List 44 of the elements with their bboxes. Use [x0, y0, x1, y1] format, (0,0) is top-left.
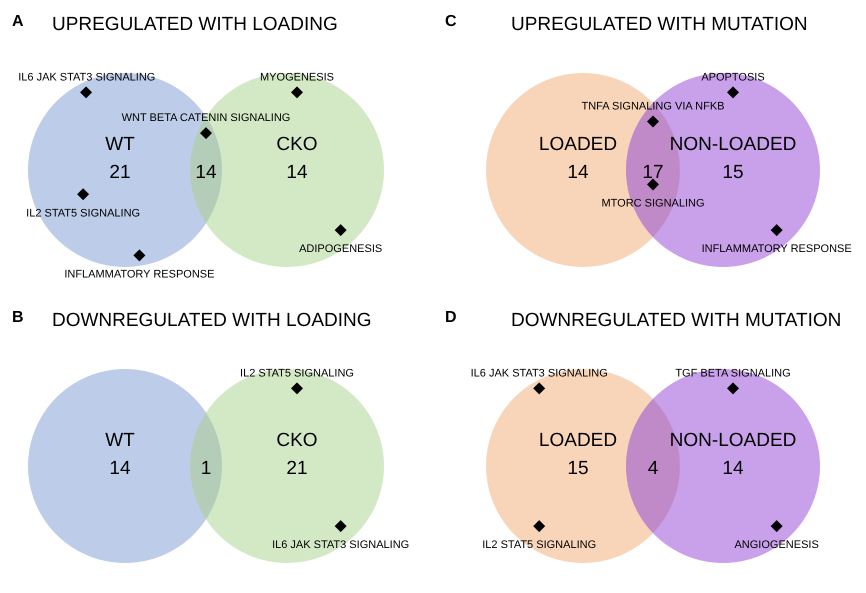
text: IL2 STAT5 SIGNALING — [482, 539, 596, 552]
text: WNT BETA CATENIN SIGNALING — [122, 112, 290, 124]
data-label: 17 — [642, 162, 664, 183]
category-label: LOADED — [538, 134, 618, 155]
text: B — [12, 309, 24, 326]
text: APOPTOSIS — [701, 71, 765, 84]
text: MTORC SIGNALING — [601, 198, 705, 210]
text: IL6 JAK STAT3 SIGNALING — [18, 71, 156, 84]
text: D — [445, 309, 457, 326]
text: INFLAMMATORY RESPONSE — [64, 268, 214, 280]
category-label: CKO — [276, 430, 318, 451]
category-label: NON-LOADED — [670, 430, 796, 451]
text: IL2 STAT5 SIGNALING — [26, 207, 140, 220]
data-label: 14 — [722, 458, 744, 479]
text: IL6 JAK STAT3 SIGNALING — [272, 539, 410, 552]
text: TNFA SIGNALING VIA NFKB — [581, 100, 725, 112]
text: TGF BETA SIGNALING — [675, 367, 791, 380]
text: MYOGENESIS — [260, 71, 334, 84]
text: DOWNREGULATED WITH LOADING — [52, 310, 372, 331]
data-label: 21 — [109, 162, 131, 183]
text: A — [12, 13, 24, 30]
text: INFLAMMATORY RESPONSE — [702, 243, 852, 256]
text: ANGIOGENESIS — [734, 539, 819, 552]
text: ADIPOGENESIS — [299, 243, 382, 256]
text: UPREGULATED WITH MUTATION — [511, 14, 808, 35]
category-label: LOADED — [538, 430, 618, 451]
text: IL2 STAT5 SIGNALING — [240, 367, 354, 380]
data-label: 14 — [195, 162, 217, 183]
text: UPREGULATED WITH LOADING — [52, 14, 338, 35]
data-label: 15 — [722, 162, 744, 183]
text: DOWNREGULATED WITH MUTATION — [511, 310, 842, 331]
data-label: 14 — [567, 162, 589, 183]
category-label: WT — [105, 430, 136, 451]
data-label: 15 — [567, 458, 589, 479]
text: IL6 JAK STAT3 SIGNALING — [470, 367, 608, 380]
category-label: WT — [105, 134, 136, 155]
data-label: 1 — [200, 458, 212, 479]
data-label: 14 — [286, 162, 308, 183]
data-label: 14 — [109, 458, 131, 479]
text: C — [445, 13, 457, 30]
data-label: 21 — [286, 458, 308, 479]
data-label: 4 — [648, 458, 659, 479]
category-label: CKO — [276, 134, 318, 155]
category-label: NON-LOADED — [670, 134, 796, 155]
